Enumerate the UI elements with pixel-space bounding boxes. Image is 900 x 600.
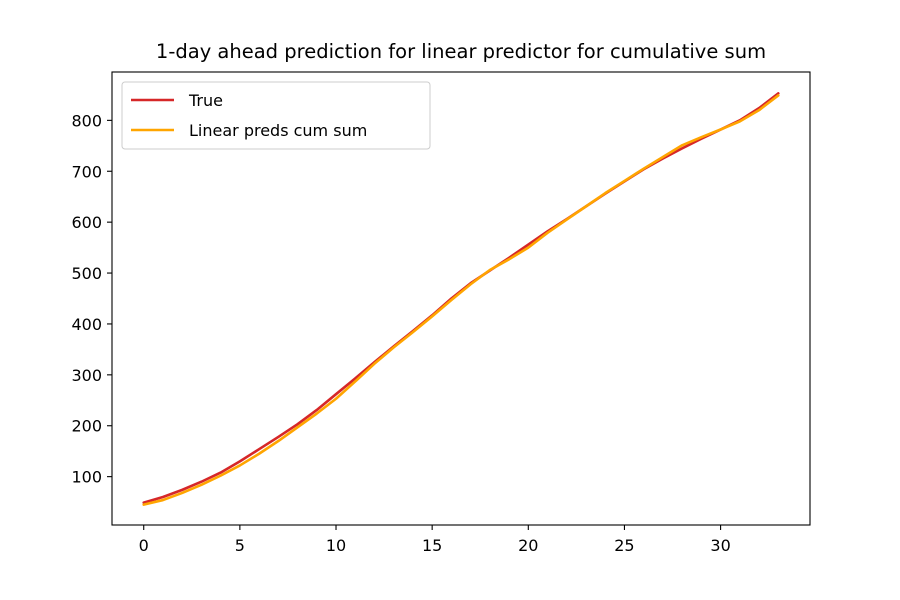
y-tick-label: 200 (71, 417, 102, 436)
chart-title: 1-day ahead prediction for linear predic… (156, 40, 766, 63)
x-tick-label: 10 (326, 536, 346, 555)
y-tick-label: 800 (71, 111, 102, 130)
y-tick-label: 400 (71, 315, 102, 334)
axes: 0 5 10 15 20 25 30 100 200 300 400 500 600 700 800 (71, 71, 811, 555)
legend-box (121, 81, 431, 150)
y-tick-label: 700 (71, 162, 102, 181)
y-tick-label: 600 (71, 213, 102, 232)
x-tick-label: 20 (518, 536, 538, 555)
legend: True Linear preds cum sum (121, 81, 431, 150)
x-tick-label: 0 (139, 536, 149, 555)
plot-area (142, 92, 780, 506)
legend-label-0: True (188, 91, 223, 110)
y-tick-label: 300 (71, 366, 102, 385)
y-tick-label: 500 (71, 264, 102, 283)
axes-frame (111, 71, 811, 526)
y-tick-label: 100 (71, 468, 102, 487)
x-tick-label: 30 (710, 536, 730, 555)
x-tick-label: 25 (614, 536, 634, 555)
legend-label-1: Linear preds cum sum (189, 121, 367, 140)
series-line-1 (142, 94, 780, 506)
x-tick-label: 15 (422, 536, 442, 555)
x-tick-label: 5 (235, 536, 245, 555)
